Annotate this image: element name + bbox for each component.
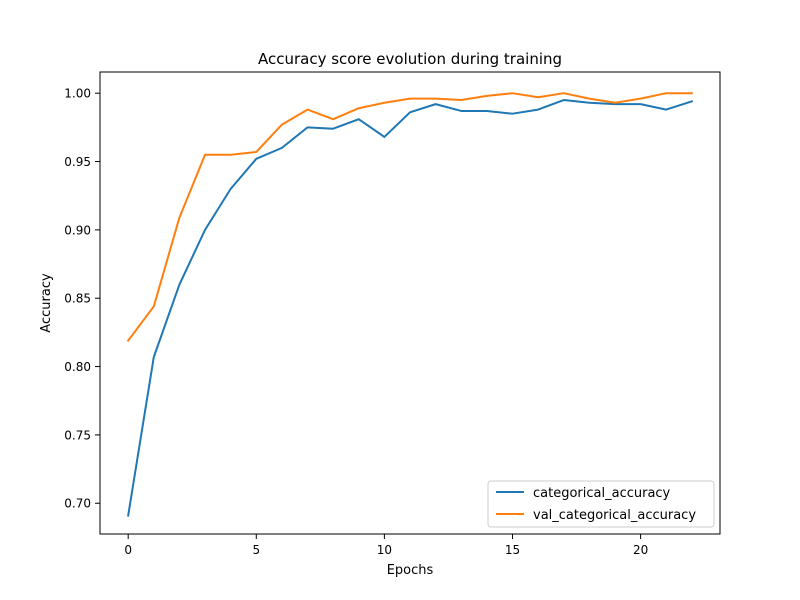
legend-label-categorical-accuracy: categorical_accuracy [533, 486, 671, 501]
y-tick-label: 0.90 [64, 223, 91, 237]
legend-box [487, 480, 715, 528]
legend-label-val-categorical-accuracy: val_categorical_accuracy [533, 508, 696, 523]
y-tick-label: 1.00 [64, 87, 91, 101]
x-tick-label: 20 [633, 543, 648, 557]
y-tick-label: 0.70 [64, 497, 91, 511]
y-axis-ticks: 0.70 0.75 0.80 0.85 0.90 0.95 1.00 [64, 87, 100, 511]
x-tick-label: 15 [505, 543, 520, 557]
y-tick-label: 0.75 [64, 428, 91, 442]
x-tick-label: 5 [252, 543, 260, 557]
series-line-val-categorical-accuracy [126, 92, 693, 342]
x-axis-ticks: 0 5 10 15 20 [124, 534, 648, 557]
x-axis-label: Epochs [387, 563, 434, 578]
x-tick-label: 0 [124, 543, 132, 557]
x-tick-label: 10 [377, 543, 392, 557]
y-tick-label: 0.80 [64, 360, 91, 374]
y-tick-label: 0.85 [64, 292, 91, 306]
y-tick-label: 0.95 [64, 155, 91, 169]
series-layer [126, 92, 694, 517]
chart-title: Accuracy score evolution during training [258, 50, 562, 68]
plot-frame [99, 71, 721, 535]
series-line-categorical-accuracy [127, 99, 694, 517]
legend: categorical_accuracy val_categorical_acc… [487, 480, 715, 528]
y-axis-label: Accuracy [39, 273, 54, 333]
